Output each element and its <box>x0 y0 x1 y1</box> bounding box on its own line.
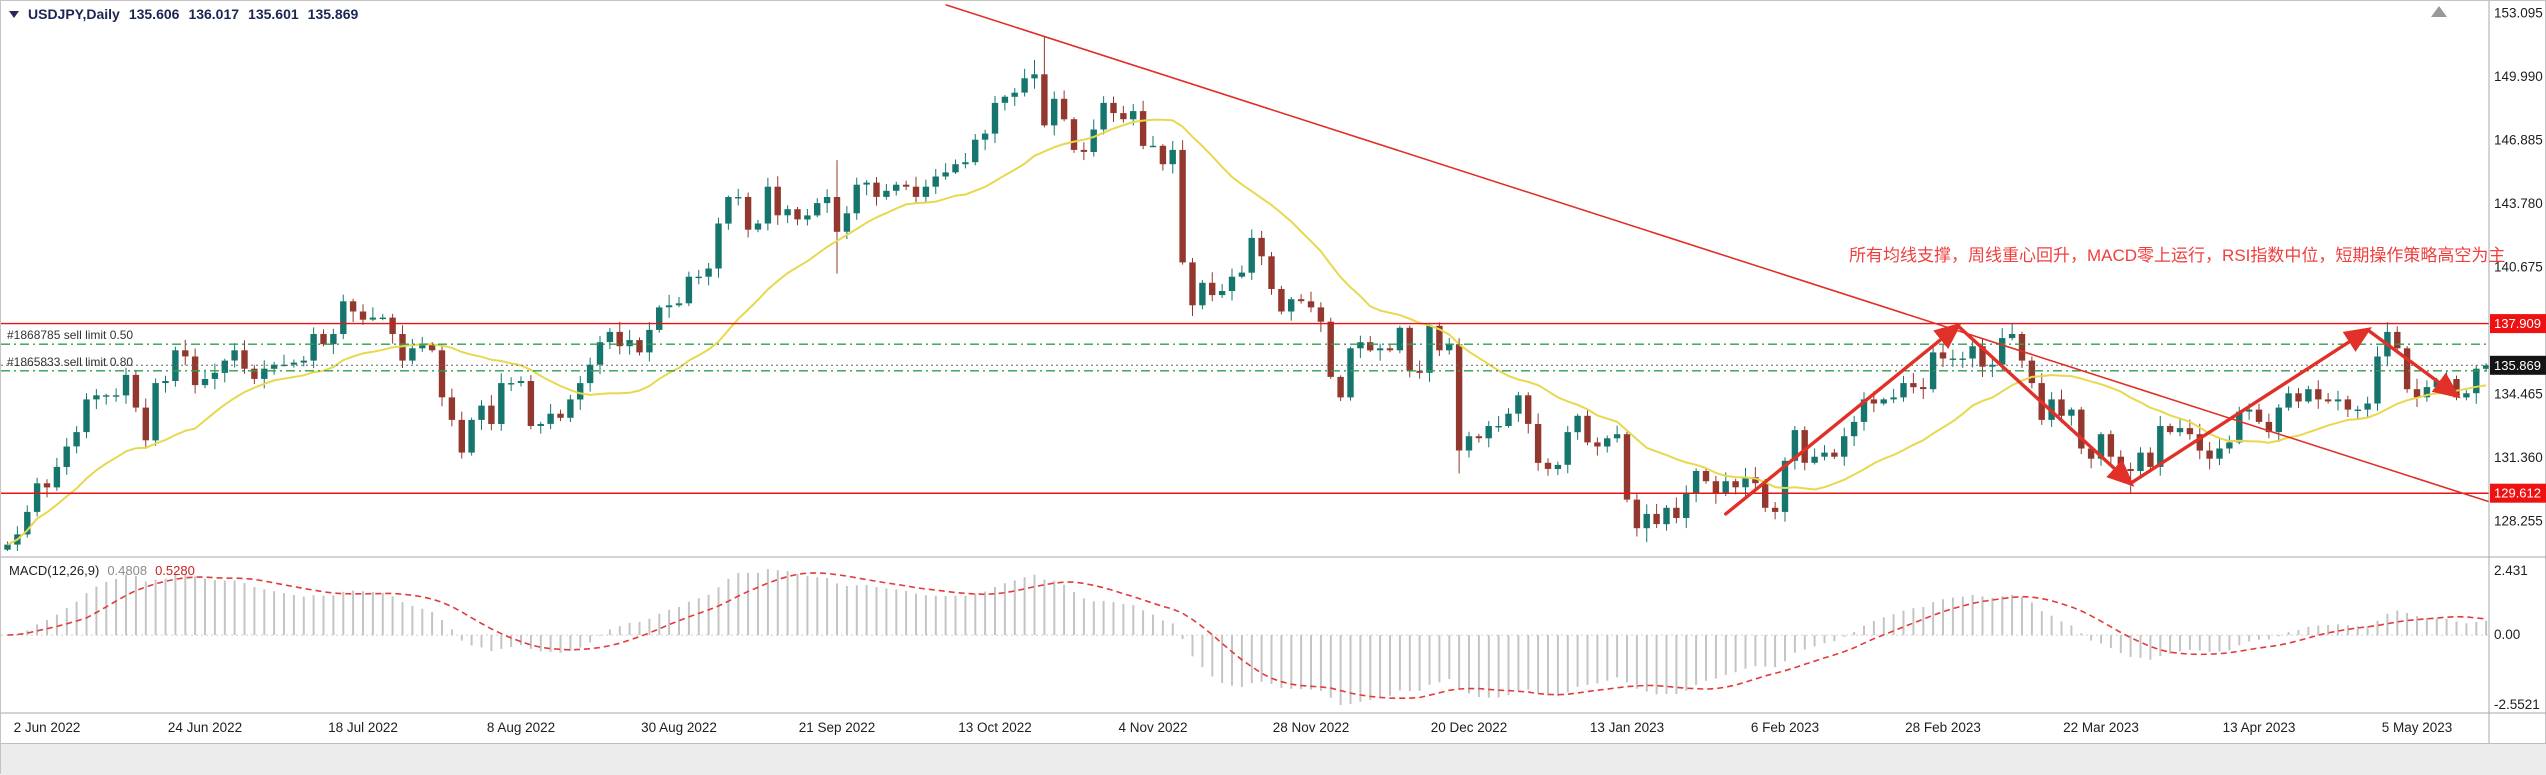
svg-text:5 May 2023: 5 May 2023 <box>2382 720 2453 735</box>
svg-text:24 Jun 2022: 24 Jun 2022 <box>168 720 242 735</box>
order-label-2[interactable]: #1865833 sell limit 0.80 <box>7 354 134 369</box>
svg-text:13 Oct 2022: 13 Oct 2022 <box>958 720 1032 735</box>
macd-main-value: 0.4808 <box>107 563 148 578</box>
svg-text:2.431: 2.431 <box>2494 563 2528 578</box>
macd-signal-line <box>7 572 2487 700</box>
svg-text:18 Jul 2022: 18 Jul 2022 <box>328 720 398 735</box>
macd-axis[interactable]: 2.431 0.00 -2.5521 <box>2494 563 2540 712</box>
time-axis[interactable]: 2 Jun 2022 24 Jun 2022 18 Jul 2022 8 Aug 20… <box>14 720 2453 735</box>
price-plot-layer <box>1 3 2546 555</box>
svg-text:20 Dec 2022: 20 Dec 2022 <box>1431 720 1508 735</box>
svg-text:-2.5521: -2.5521 <box>2494 697 2540 712</box>
wave-arrow[interactable] <box>1956 324 2135 487</box>
svg-text:137.909: 137.909 <box>2494 316 2541 331</box>
symbol-open: 135.606 <box>128 6 180 22</box>
svg-text:28 Feb 2023: 28 Feb 2023 <box>1905 720 1981 735</box>
order-label-1[interactable]: #1868785 sell limit 0.50 <box>7 328 134 343</box>
svg-text:143.780: 143.780 <box>2494 196 2543 211</box>
descending-trendline[interactable] <box>945 3 2546 555</box>
svg-text:8 Aug 2022: 8 Aug 2022 <box>487 720 555 735</box>
svg-text:4 Nov 2022: 4 Nov 2022 <box>1118 720 1187 735</box>
wave-arrow[interactable] <box>2128 327 2372 485</box>
symbol-marker-icon <box>9 10 19 18</box>
svg-text:135.869: 135.869 <box>2494 358 2541 373</box>
svg-text:146.885: 146.885 <box>2494 133 2543 148</box>
svg-text:134.465: 134.465 <box>2494 387 2543 402</box>
window-bottom-strip <box>1 743 2546 775</box>
svg-text:28 Nov 2022: 28 Nov 2022 <box>1273 720 1350 735</box>
symbol-info-bar: USDJPY,Daily 135.606 136.017 135.601 135… <box>9 6 358 22</box>
symbol-high: 136.017 <box>188 6 240 22</box>
wave-arrow[interactable] <box>2365 328 2461 399</box>
svg-text:21 Sep 2022: 21 Sep 2022 <box>799 720 876 735</box>
svg-text:128.255: 128.255 <box>2494 514 2543 529</box>
macd-name: MACD(12,26,9) <box>9 563 100 578</box>
macd-signal-value: 0.5280 <box>155 563 195 578</box>
candlesticks <box>4 36 2489 551</box>
symbol-close: 135.869 <box>307 6 359 22</box>
svg-text:22 Mar 2023: 22 Mar 2023 <box>2063 720 2139 735</box>
svg-text:129.612: 129.612 <box>2494 486 2541 501</box>
svg-text:13 Jan 2023: 13 Jan 2023 <box>1590 720 1664 735</box>
symbol-low: 135.601 <box>248 6 299 22</box>
symbol-name: USDJPY,Daily <box>28 6 120 22</box>
svg-text:2 Jun 2022: 2 Jun 2022 <box>14 720 81 735</box>
macd-panel <box>1 569 2489 705</box>
wave-arrow[interactable] <box>1724 322 1962 516</box>
macd-indicator-label: MACD(12,26,9) 0.4808 0.5280 <box>9 563 195 578</box>
svg-text:140.675: 140.675 <box>2494 260 2543 275</box>
analysis-annotation: 所有均线支撑，周线重心回升，MACD零上运行，RSI指数中位，短期操作策略高空为… <box>1849 246 2506 265</box>
svg-text:13 Apr 2023: 13 Apr 2023 <box>2223 720 2296 735</box>
svg-text:153.095: 153.095 <box>2494 6 2543 21</box>
svg-text:0.00: 0.00 <box>2494 627 2520 642</box>
svg-text:6 Feb 2023: 6 Feb 2023 <box>1751 720 1819 735</box>
chart-shift-icon[interactable] <box>2431 6 2447 17</box>
price-badges: 137.909 129.612 135.869 <box>2490 314 2546 503</box>
svg-text:149.990: 149.990 <box>2494 69 2543 84</box>
ma-line <box>7 118 2487 546</box>
price-axis[interactable]: 153.095 149.990 146.885 143.780 140.675 134.4… <box>2494 6 2543 529</box>
svg-text:30 Aug 2022: 30 Aug 2022 <box>641 720 717 735</box>
svg-text:131.360: 131.360 <box>2494 450 2543 465</box>
